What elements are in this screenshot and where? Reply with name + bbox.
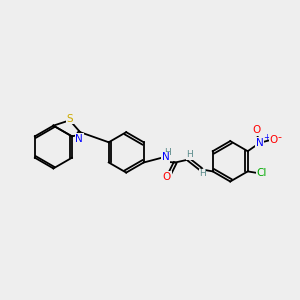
- Text: +: +: [263, 133, 270, 142]
- Text: N: N: [162, 152, 169, 162]
- Text: -: -: [277, 132, 281, 142]
- Text: H: H: [199, 169, 206, 178]
- Text: Cl: Cl: [257, 168, 267, 178]
- Text: O: O: [163, 172, 171, 182]
- Text: H: H: [164, 148, 171, 158]
- Text: N: N: [76, 134, 83, 144]
- Text: O: O: [269, 135, 278, 145]
- Text: O: O: [253, 125, 261, 135]
- Text: S: S: [66, 114, 73, 124]
- Text: N: N: [256, 138, 263, 148]
- Text: H: H: [187, 150, 193, 159]
